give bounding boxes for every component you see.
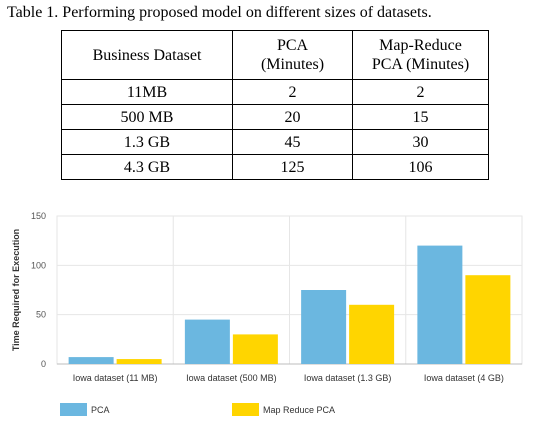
cell-map-reduce-pca: 15 <box>352 104 489 130</box>
cell-dataset: 1.3 GB <box>61 129 233 155</box>
x-tick-label: Iowa dataset (11 MB) <box>73 373 158 383</box>
legend-label: Map Reduce PCA <box>263 405 335 415</box>
bar-pca <box>184 319 230 364</box>
cell-dataset: 500 MB <box>61 104 233 130</box>
cell-pca: 2 <box>232 79 353 105</box>
table-row: 11MB 2 2 <box>61 79 489 105</box>
bar-map-reduce-pca <box>465 275 511 364</box>
x-tick-label: Iowa dataset (4 GB) <box>424 373 504 383</box>
legend-label: PCA <box>91 405 110 415</box>
execution-time-bar-chart: 0 50 100 150 Iowa dataset (11 MB) Iowa datase… <box>11 211 523 416</box>
cell-dataset: 11MB <box>61 79 233 105</box>
bar-map-reduce-pca <box>232 334 278 364</box>
table-row: 500 MB 20 15 <box>61 104 489 130</box>
header-business-dataset: Business Dataset <box>61 30 233 80</box>
x-tick-label: Iowa dataset (1.3 GB) <box>304 373 392 383</box>
dataset-results-table: Business Dataset PCA (Minutes) Map-Reduce… <box>61 30 489 180</box>
cell-pca: 20 <box>232 104 353 130</box>
y-tick-label: 150 <box>31 211 46 221</box>
bar-pca <box>68 357 114 364</box>
bar-map-reduce-pca <box>116 359 162 364</box>
x-tick-label: Iowa dataset (500 MB) <box>186 373 277 383</box>
legend-swatch-map-reduce-pca <box>232 403 259 416</box>
y-tick-label: 0 <box>41 359 46 369</box>
table-row: 4.3 GB 125 106 <box>61 154 489 180</box>
cell-dataset: 4.3 GB <box>61 154 233 180</box>
legend-swatch-pca <box>60 403 87 416</box>
cell-map-reduce-pca: 30 <box>352 129 489 155</box>
header-map-reduce-pca: Map-Reduce PCA (Minutes) <box>352 30 489 80</box>
cell-pca: 125 <box>232 154 353 180</box>
bar-pca <box>301 290 347 364</box>
cell-map-reduce-pca: 106 <box>352 154 489 180</box>
header-pca: PCA (Minutes) <box>232 30 353 80</box>
bar-map-reduce-pca <box>349 304 395 364</box>
table-header-row: Business Dataset PCA (Minutes) Map-Reduce… <box>61 30 489 80</box>
cell-map-reduce-pca: 2 <box>352 79 489 105</box>
table-row: 1.3 GB 45 30 <box>61 129 489 155</box>
y-tick-label: 50 <box>36 310 46 320</box>
bar-pca <box>417 245 463 364</box>
y-axis-title: Time Required for Execution <box>11 229 21 351</box>
table-caption: Table 1. Performing proposed model on di… <box>7 4 432 21</box>
y-tick-label: 100 <box>31 260 46 270</box>
cell-pca: 45 <box>232 129 353 155</box>
